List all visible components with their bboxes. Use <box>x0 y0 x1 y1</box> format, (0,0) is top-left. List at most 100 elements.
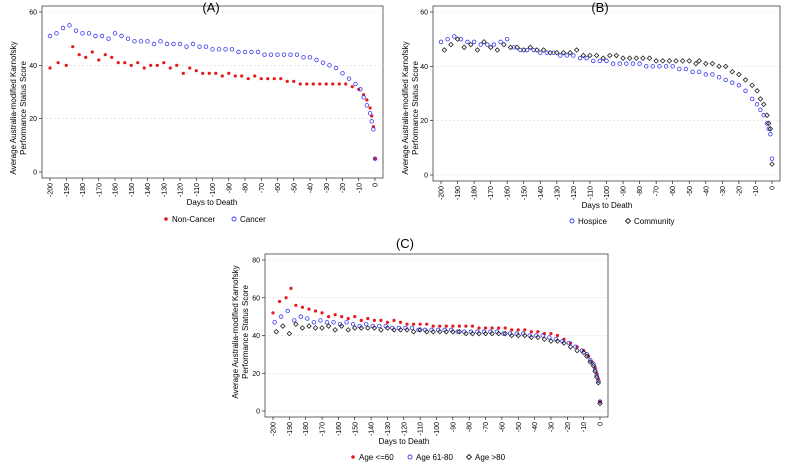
panel-a-xtick-label: -60 <box>275 183 282 193</box>
panel-b-point-hospice <box>485 42 490 47</box>
panel-c-xtick-label: -200 <box>271 422 278 436</box>
panel-b-point-community <box>607 52 613 59</box>
panel-c-point-age-60 <box>405 322 409 326</box>
panel-c-point-age-60 <box>320 311 324 315</box>
panel-c-ylabel-line1: Average Australia-modified Karnofsky <box>231 265 240 398</box>
panel-a-point-cancer <box>361 95 366 100</box>
panel-c-point-age-61-80 <box>292 318 297 323</box>
panel-c-point-age-80 <box>489 330 495 337</box>
panel-a-point-cancer <box>223 47 228 52</box>
panel-a-ytick-label: 60 <box>29 10 37 17</box>
panel-b-ylabel-line1: Average Australia-modified Karnofsky <box>401 41 410 174</box>
panel-a-point-cancer <box>190 41 196 47</box>
panel-a-point-non-cancer <box>279 77 283 81</box>
panel-b-xtick-label: -90 <box>621 186 628 196</box>
panel-c-xtick-label: -120 <box>401 422 408 436</box>
panel-c-ytick-label: 0 <box>256 409 260 416</box>
panel-b-xtick-label: -30 <box>720 186 727 196</box>
panel-b-point-hospice <box>703 72 708 77</box>
panel-c-point-age-80 <box>580 349 587 356</box>
panel-a-point-non-cancer <box>373 157 377 161</box>
panel-c-xtick-label: -170 <box>320 422 327 436</box>
panel-b-point-hospice <box>637 61 642 66</box>
panel-c-point-age-80 <box>584 353 590 360</box>
panel-a-point-non-cancer <box>240 74 244 78</box>
panel-b-xtick-label: -20 <box>736 186 743 196</box>
panel-b-point-hospice <box>710 72 715 77</box>
panel-b-point-community <box>620 55 626 61</box>
panel-a-point-cancer <box>210 47 215 52</box>
panel-c-point-age-61-80 <box>592 367 598 372</box>
panel-b-point-community <box>749 82 755 89</box>
panel-b-xtick-label: -140 <box>538 186 545 200</box>
panel-c-point-age-80 <box>273 328 280 335</box>
panel-c-point-age-80 <box>554 338 561 344</box>
panel-a-legend: Non-Cancer Cancer <box>164 215 266 224</box>
panel-a-point-non-cancer <box>56 61 60 65</box>
panel-a-ylabel-line2: Performance Status Score <box>19 61 28 155</box>
panel-b-point-hospice <box>663 64 669 69</box>
panel-a-point-non-cancer <box>311 82 315 86</box>
panel-c-point-age-61-80 <box>501 331 506 336</box>
panel-a-point-cancer <box>164 41 170 47</box>
panel-b-point-hospice <box>683 66 689 72</box>
panel-c-point-age-60 <box>379 318 383 322</box>
panel-a-xtick-label: -170 <box>96 183 103 197</box>
panel-c-point-age-61-80 <box>350 321 356 327</box>
panel-a-point-non-cancer <box>97 58 101 62</box>
legend-label-age-61-80: Age 61-80 <box>416 453 453 462</box>
panel-c-point-age-60 <box>549 332 553 336</box>
panel-c-point-age-60 <box>438 324 442 328</box>
panel-c-point-age-80 <box>423 328 430 335</box>
panel-a-point-non-cancer <box>168 66 172 70</box>
legend-label-community: Community <box>634 217 674 226</box>
panel-b-point-community <box>474 47 481 53</box>
panel-a-xtick-label: -150 <box>129 183 136 197</box>
panel-a-ytick-label: 40 <box>29 63 37 70</box>
panel-c-point-age-80 <box>567 344 574 350</box>
panel-a-xtick-label: -110 <box>194 183 201 197</box>
panel-b-point-hospice <box>690 69 695 74</box>
panel-c-point-age-60 <box>326 315 331 319</box>
panel-a-frame <box>41 5 384 179</box>
panel-b-xtick-label: -100 <box>604 186 611 200</box>
panel-a-xlabel: Days to Death <box>187 198 238 207</box>
panel-c-point-age-80 <box>587 359 593 365</box>
panel-c-xtick-label: -20 <box>565 422 572 432</box>
panel-b-point-hospice <box>538 50 543 55</box>
panel-a-point-cancer <box>340 71 345 76</box>
panel-a-point-cancer <box>112 31 118 36</box>
panel-c-point-age-61-80 <box>596 378 601 383</box>
panel-c-legend: Age <=60 Age 61-80 Age >80 <box>351 453 506 462</box>
panel-c-point-age-80 <box>515 332 522 339</box>
panel-b-point-community <box>757 96 764 102</box>
panel-c-point-age-60 <box>483 326 488 330</box>
panel-c-xtick-label: -10 <box>581 422 588 432</box>
panel-c-point-age-60 <box>523 328 527 332</box>
panel-c-ytick-label: 40 <box>252 333 260 340</box>
panel-a-point-non-cancer <box>331 82 335 86</box>
panel-c-point-age-60 <box>503 326 507 330</box>
panel-b-point-hospice <box>736 83 742 88</box>
panel-c-point-age-61-80 <box>324 320 330 325</box>
panel-a-point-non-cancer <box>116 61 120 65</box>
panel-c-point-age-60 <box>289 286 293 290</box>
panel-c-point-age-80 <box>469 330 476 337</box>
panel-b-ytick-label: 60 <box>420 10 428 17</box>
panel-a-point-cancer <box>320 60 326 65</box>
panel-c-point-age-61-80 <box>584 352 590 357</box>
legend-label-hospice: Hospice <box>578 217 607 226</box>
panel-a-point-non-cancer <box>155 63 159 67</box>
panel-a-point-cancer <box>125 36 131 41</box>
panel-c-point-age-80 <box>430 328 436 335</box>
panel-b-xtick-label: -150 <box>521 186 528 200</box>
panel-a-point-cancer <box>314 57 319 63</box>
panel-b-point-community <box>626 55 633 61</box>
panel-c-xtick-label: -140 <box>369 422 376 436</box>
panel-b-point-hospice <box>769 156 775 161</box>
panel-c-point-age-61-80 <box>409 325 415 331</box>
panel-a-xtick-label: -100 <box>210 183 217 197</box>
panel-b-point-community <box>540 47 547 53</box>
